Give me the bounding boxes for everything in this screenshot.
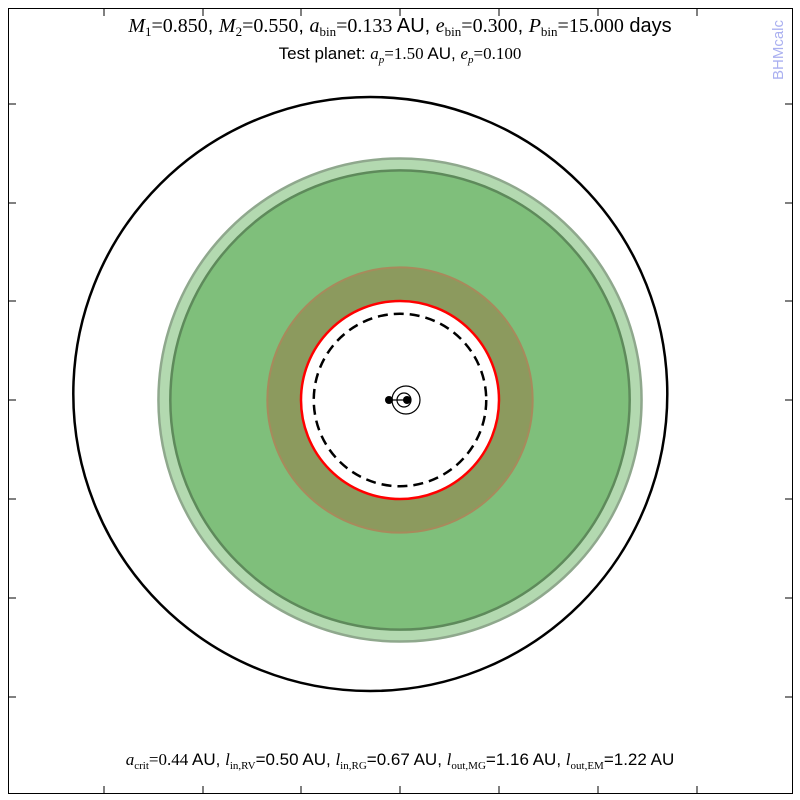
planet-orbit — [72, 95, 669, 693]
footer-summary: acrit=0.44 AU, lin,RV=0.50 AU, lin,RG=0.… — [126, 750, 675, 772]
axis-ticks — [9, 9, 792, 793]
critical-distance-circle — [299, 299, 501, 501]
binary-system — [385, 385, 421, 415]
dashed-reference-circle — [312, 312, 488, 488]
subtitle: Test planet: ap=1.50 AU, ep=0.100 — [279, 44, 522, 66]
watermark: BHMcalc — [770, 20, 787, 81]
title: M1=0.850, M2=0.550, abin=0.133 AU, ebin=… — [127, 15, 671, 39]
zones-group — [72, 95, 669, 693]
